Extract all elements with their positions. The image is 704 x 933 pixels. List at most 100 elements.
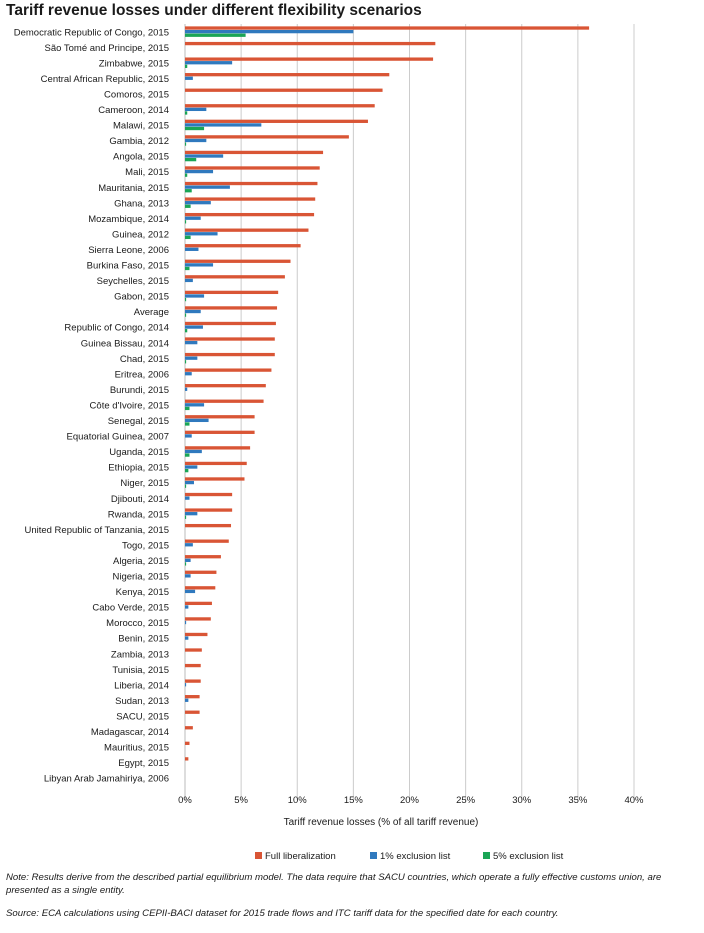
bar — [185, 352, 275, 357]
bar — [185, 368, 272, 372]
bar — [185, 306, 278, 310]
bar — [185, 173, 188, 177]
bar — [185, 313, 187, 317]
bar — [185, 632, 208, 637]
bar — [185, 399, 264, 403]
bar — [185, 586, 216, 590]
bar — [185, 201, 211, 205]
bar — [185, 181, 318, 186]
bar — [185, 605, 189, 609]
chart-title: Tariff revenue losses under different fl… — [6, 2, 422, 19]
x-tick-label: 10% — [288, 795, 308, 806]
category-label: Algeria, 2015 — [113, 556, 169, 567]
bar — [185, 446, 251, 450]
category-label: Morocco, 2015 — [106, 618, 169, 629]
x-tick-label: 5% — [234, 795, 248, 806]
bar — [185, 104, 375, 108]
bar — [185, 235, 191, 240]
x-tick-label: 0% — [178, 795, 192, 806]
bar — [185, 150, 324, 155]
legend-swatch — [255, 852, 262, 859]
x-tick-label: 25% — [456, 795, 476, 806]
category-label: Mauritania, 2015 — [98, 183, 169, 194]
bar — [185, 216, 201, 220]
category-label: SACU, 2015 — [116, 711, 169, 722]
bar — [185, 33, 246, 37]
bar — [185, 710, 200, 714]
bar — [185, 601, 212, 606]
bar — [185, 154, 224, 158]
category-label: Niger, 2015 — [120, 478, 169, 489]
bar — [185, 204, 191, 208]
bar — [185, 403, 205, 407]
category-label: Libyan Arab Jamahiriya, 2006 — [44, 774, 169, 785]
category-label: Rwanda, 2015 — [108, 509, 169, 520]
bar — [185, 698, 189, 702]
bar — [185, 449, 202, 454]
category-label: Central African Republic, 2015 — [41, 74, 169, 85]
bar — [185, 558, 191, 562]
category-label: Ghana, 2013 — [114, 198, 169, 209]
category-label: São Tomé and Principe, 2015 — [45, 43, 169, 54]
category-label: Benin, 2015 — [118, 634, 169, 645]
bar — [185, 555, 221, 559]
legend-label: 5% exclusion list — [493, 851, 564, 862]
bar — [185, 360, 187, 364]
category-label: Sierra Leone, 2006 — [88, 245, 169, 256]
category-label: Burkina Faso, 2015 — [87, 261, 169, 272]
bar — [185, 220, 187, 224]
bar — [185, 189, 192, 193]
bar — [185, 570, 217, 574]
category-label: Zimbabwe, 2015 — [99, 58, 169, 69]
bar — [185, 294, 205, 298]
bar — [185, 492, 233, 497]
bar — [185, 26, 590, 30]
category-label: Mozambique, 2014 — [88, 214, 169, 225]
category-label: Mauritius, 2015 — [104, 743, 169, 754]
bar-chart: Democratic Republic of Congo, 2015 São To… — [14, 24, 644, 862]
bar — [185, 679, 201, 683]
category-label: Malawi, 2015 — [113, 121, 169, 132]
bar — [185, 589, 196, 594]
bar — [185, 185, 230, 189]
bar — [185, 574, 191, 578]
category-label: Cabo Verde, 2015 — [92, 603, 169, 614]
bar — [185, 515, 187, 519]
grid-lines — [184, 24, 635, 800]
x-tick-label: 40% — [624, 795, 644, 806]
bar — [185, 228, 309, 232]
bar — [185, 418, 209, 423]
bar — [185, 232, 218, 236]
bar — [185, 422, 190, 426]
legend: Full liberalization 1% exclusion list 5% e… — [255, 851, 564, 862]
category-label: Angola, 2015 — [113, 152, 169, 163]
bar — [185, 663, 201, 668]
category-label: Gabon, 2015 — [114, 292, 169, 303]
category-label: Democratic Republic of Congo, 2015 — [14, 27, 169, 38]
bar — [185, 636, 189, 640]
bar — [185, 29, 354, 34]
category-label: Eritrea, 2006 — [115, 369, 169, 380]
bar — [185, 508, 233, 512]
category-label: Guinea Bissau, 2014 — [81, 338, 169, 349]
category-label: Comoros, 2015 — [104, 89, 169, 100]
bar — [185, 543, 193, 547]
category-label: Seychelles, 2015 — [97, 276, 169, 287]
bar — [185, 337, 275, 341]
category-label: Uganda, 2015 — [109, 447, 169, 458]
bar — [185, 468, 189, 473]
bar — [185, 290, 279, 295]
bar — [185, 461, 247, 466]
bar — [185, 415, 255, 419]
x-tick-label: 35% — [568, 795, 588, 806]
category-label: Togo, 2015 — [122, 540, 169, 551]
category-label: Tunisia, 2015 — [112, 665, 169, 676]
category-label: Nigeria, 2015 — [112, 572, 169, 583]
chart-source: Source: ECA calculations using CEPII-BAC… — [6, 908, 559, 919]
chart-note: Note: Results derive from the described … — [6, 872, 662, 896]
bar — [185, 387, 188, 391]
bar — [185, 683, 187, 687]
bar — [185, 523, 232, 528]
bar — [185, 741, 190, 745]
bar — [185, 477, 245, 481]
